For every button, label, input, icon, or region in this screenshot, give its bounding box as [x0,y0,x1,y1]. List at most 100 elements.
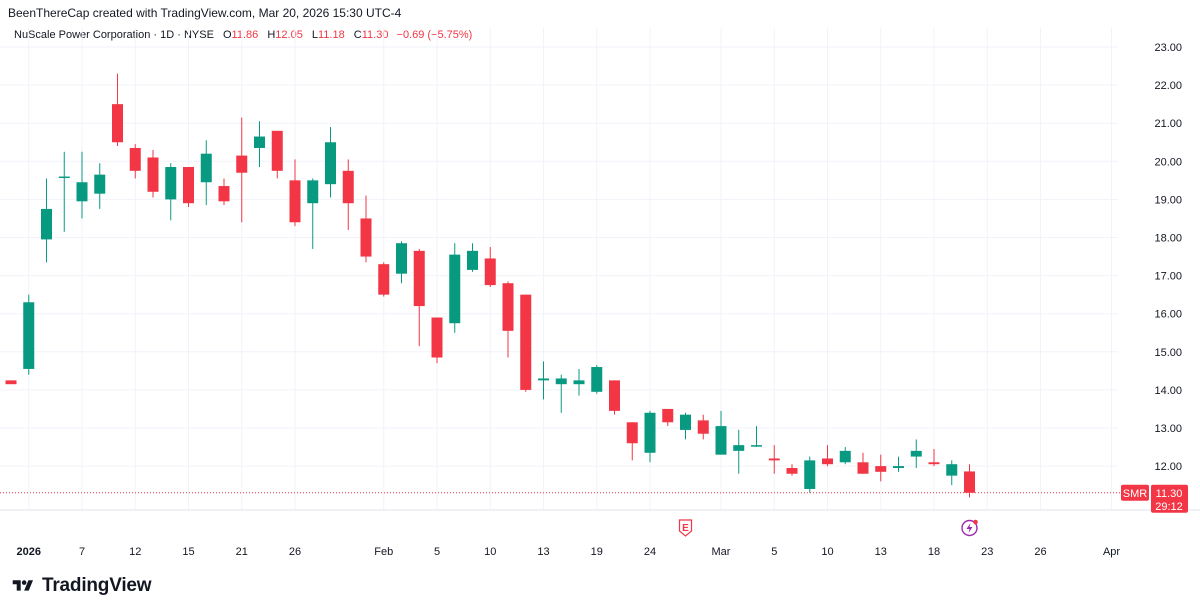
candle-body [768,458,780,461]
candle-up [804,456,816,493]
high-value: 12.05 [275,29,303,41]
candle-body [289,180,301,223]
price-tick-label: 19.00 [1154,194,1182,206]
time-tick-label: 5 [771,546,777,558]
price-tick-label: 12.00 [1154,461,1182,473]
candle-down [413,248,425,347]
candle-down [662,408,674,427]
price-tag-price-bg [1151,484,1188,513]
time-tick-label: 10 [484,546,496,558]
candle-body [254,136,265,148]
price-tick-label: 21.00 [1154,118,1182,130]
earnings-marker[interactable]: E [678,519,693,537]
candle-up [325,127,336,198]
tradingview-logo[interactable]: TradingView [10,575,152,597]
price-axis: 23.00 22.00 21.00 20.00 19.00 18.00 17.00 16.00… [1154,42,1182,473]
candle-down [875,454,887,482]
time-tick-label: 13 [875,546,887,558]
price-tag-price: 11.30 [1156,488,1183,500]
price-tick-label: 18.00 [1154,233,1182,245]
candle-up [839,447,851,465]
candle-up [76,151,88,219]
candle-body [129,147,141,171]
candle-down [271,130,283,179]
time-tick-label: 19 [591,546,603,558]
high-label: H [267,29,276,41]
candle-body [520,294,532,390]
candle-up [715,410,727,455]
candle-down [147,149,159,198]
candle-body [786,468,798,474]
candle-down [112,73,123,147]
close-label: C [353,29,362,41]
candle-body [112,104,123,143]
candle-body [609,380,620,411]
candle-body [94,174,106,194]
candle-body [271,130,283,171]
candle-up [680,412,691,440]
candle-body [76,182,88,202]
time-tick-label: 18 [928,546,940,558]
candle-body [751,445,762,447]
price-tick-label: 14.00 [1154,385,1182,397]
candle-body [733,445,745,451]
candle-up [910,439,922,469]
time-tick-label: Mar [712,546,731,558]
candle-down [342,159,354,230]
candle-down [129,144,141,179]
candle-body [325,142,336,185]
candle-down [928,448,940,467]
candle-down [697,414,709,440]
time-tick-label: Apr [1103,546,1120,558]
price-tag-countdown: 29:12 [1155,501,1183,513]
candle-body [431,317,443,358]
candle-body [839,450,851,463]
price-tag-symbol-bg [1121,484,1149,501]
candle-body [680,414,691,430]
candle-body [360,218,372,257]
open-label: O [222,29,232,41]
candle-up [555,374,567,413]
candle-body [964,471,975,493]
candle-body [200,153,212,183]
candle-body [183,167,194,204]
price-tag: SMR 11.30 29:12 [1121,484,1188,513]
price-tick-label: 13.00 [1154,423,1182,435]
candle-down [431,317,443,364]
time-tick-label: 23 [981,546,993,558]
price-tick-label: 23.00 [1154,42,1182,54]
price-tick-label: 15.00 [1154,347,1182,359]
low-label: L [311,29,318,41]
candle-up [58,151,70,232]
candle-body [893,466,904,469]
candle-down [768,445,780,474]
time-tick-label: 21 [236,546,248,558]
candle-body [413,250,425,307]
time-tick-label: Feb [374,546,393,558]
candle-body [58,176,70,179]
candle-body [644,412,656,453]
candle-body [928,462,940,465]
candle-up [307,178,319,249]
candle-body [307,180,319,204]
candle-up [94,163,106,209]
candle-down [218,178,230,206]
candle-up [165,163,177,221]
candle-down [964,464,975,498]
symbol-name[interactable]: NuScale Power Corporation · 1D · NYSE [14,29,214,41]
candle-body [484,258,496,286]
candle-down [626,422,638,461]
time-tick-label: 26 [289,546,301,558]
dividend-marker[interactable] [961,519,978,537]
candle-body [378,264,390,295]
candle-body [236,155,248,173]
open-value: 11.86 [231,29,259,41]
candle-body [467,250,478,270]
candle-body [502,283,514,331]
price-tick-label: 22.00 [1154,80,1182,92]
candle-up [573,368,585,396]
candle-body [147,157,159,192]
earnings-icon [678,519,693,537]
symbol-legend: NuScale Power Corporation · 1D · NYSE O1… [14,29,472,41]
